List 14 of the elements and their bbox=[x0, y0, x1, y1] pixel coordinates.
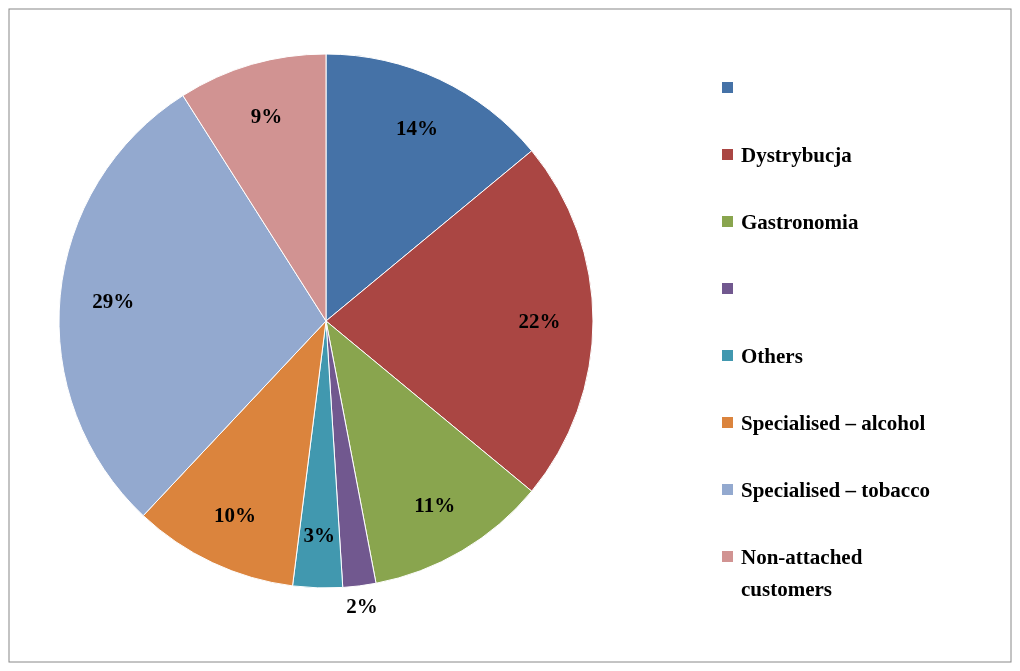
data-label: 3% bbox=[303, 522, 336, 547]
legend-label: Gastronomia bbox=[741, 210, 859, 235]
legend-label: Specialised – alcohol bbox=[741, 411, 926, 436]
legend-label: Others bbox=[741, 344, 803, 369]
data-label: 14% bbox=[395, 116, 438, 141]
data-label: 22% bbox=[518, 309, 561, 334]
data-label: 11% bbox=[414, 493, 456, 518]
legend-label: Specialised – tobacco bbox=[741, 478, 930, 503]
data-label: 9% bbox=[250, 104, 283, 129]
legend-label: Non-attached customers bbox=[741, 545, 863, 601]
data-label: 29% bbox=[92, 289, 135, 314]
legend-label: Dystrybucja bbox=[741, 143, 853, 168]
data-label: 2% bbox=[346, 594, 378, 619]
data-label: 10% bbox=[214, 502, 257, 527]
